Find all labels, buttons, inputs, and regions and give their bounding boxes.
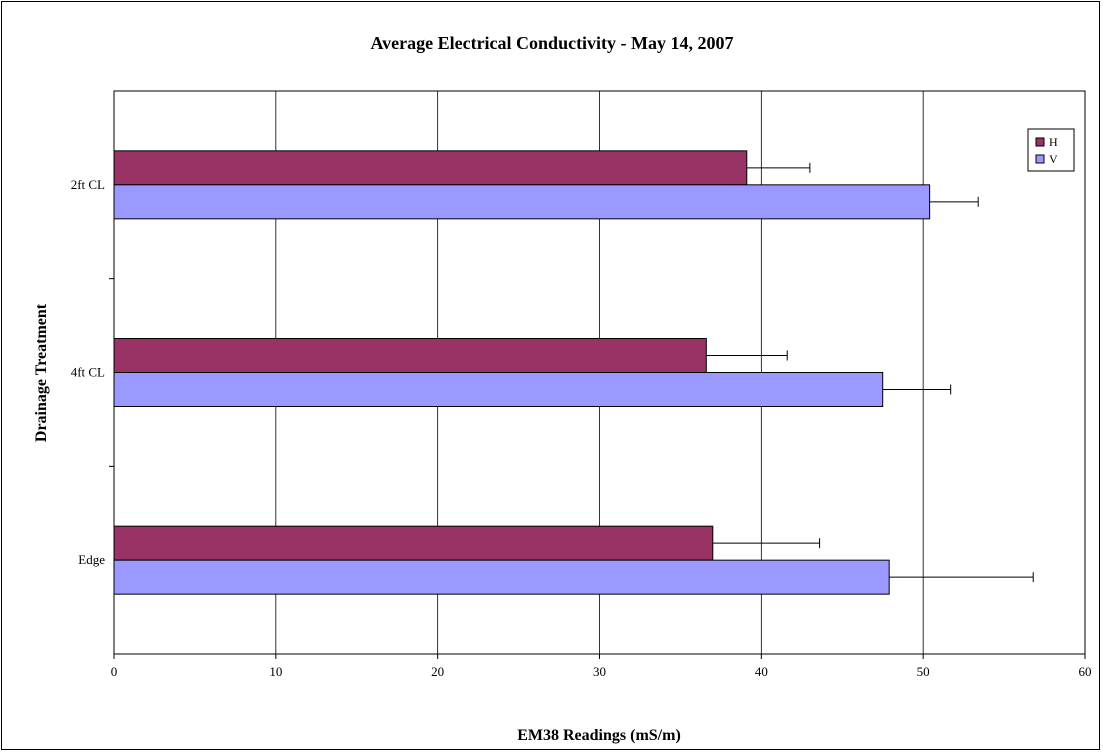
y-tick-label: Edge	[78, 552, 105, 567]
y-tick-label: 4ft CL	[71, 365, 105, 380]
legend-swatch-v	[1035, 154, 1045, 164]
x-tick-label: 30	[593, 664, 606, 679]
x-tick-label: 60	[1079, 664, 1092, 679]
bar-v	[113, 372, 884, 407]
bars	[113, 150, 931, 595]
x-tick-label: 50	[917, 664, 930, 679]
legend-swatch-h	[1035, 137, 1045, 147]
x-tick-label: 10	[269, 664, 282, 679]
legend-box	[1027, 128, 1075, 172]
bar-v	[113, 184, 931, 220]
legend-label-h: H	[1049, 135, 1058, 149]
x-tick-label: 0	[111, 664, 118, 679]
y-axis-label: Drainage Treatment	[33, 303, 50, 442]
x-axis-label: EM38 Readings (mS/m)	[517, 727, 681, 744]
bar-h	[113, 150, 748, 186]
x-tick-label: 20	[431, 664, 444, 679]
bar-h	[113, 338, 707, 373]
legend: H V	[1027, 128, 1075, 172]
y-tick-label: 2ft CL	[71, 177, 105, 192]
legend-label-v: V	[1049, 152, 1058, 166]
chart-title: Average Electrical Conductivity - May 14…	[370, 33, 733, 53]
plot-area: 2ft CL 4ft CL Edge 0 10 20 30 40 50 60	[71, 90, 1092, 679]
error-bars	[706, 162, 1034, 583]
bar-h	[113, 525, 714, 561]
x-tick-label: 40	[755, 664, 768, 679]
y-axis-ticks: 2ft CL 4ft CL Edge	[71, 177, 114, 567]
x-axis-ticks: 0 10 20 30 40 50 60	[111, 654, 1092, 679]
bar-v	[113, 559, 890, 595]
